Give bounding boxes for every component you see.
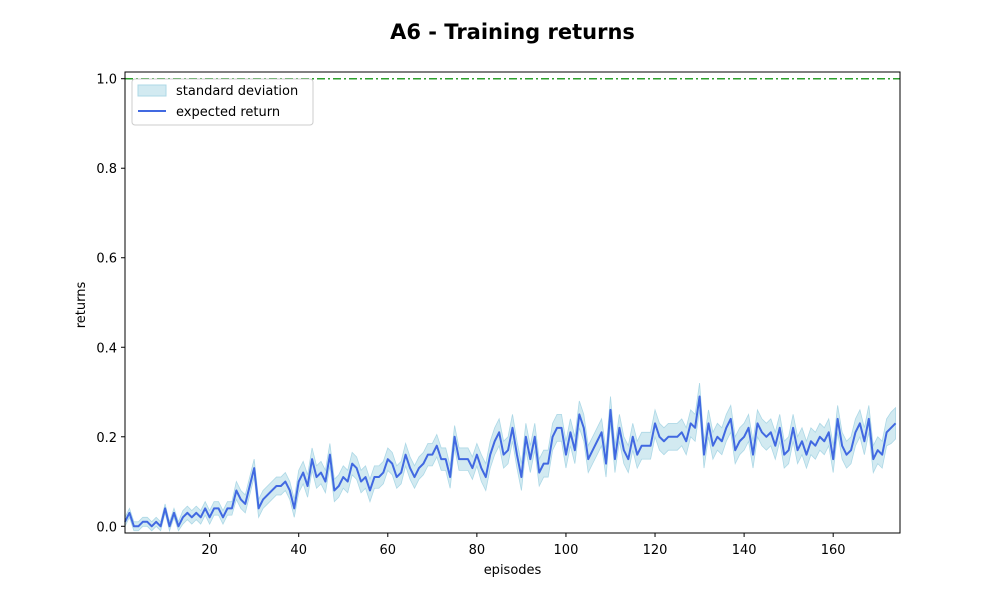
expected-return-line — [124, 395, 897, 528]
x-tick-label: 140 — [732, 543, 757, 558]
y-tick-label: 0.8 — [96, 162, 117, 177]
std-deviation-band — [124, 383, 896, 533]
x-tick-label: 120 — [643, 543, 668, 558]
y-tick-label: 1.0 — [96, 73, 117, 88]
legend-std-swatch — [137, 84, 167, 97]
x-tick-label: 100 — [554, 543, 579, 558]
y-tick-label: 0.6 — [96, 252, 117, 267]
legend-box — [131, 78, 314, 126]
y-tick-label: 0.0 — [96, 520, 117, 535]
x-tick-label: 20 — [201, 543, 218, 558]
x-tick-label: 40 — [290, 543, 307, 558]
legend-std-label: standard deviation — [176, 84, 298, 99]
plot-layer — [124, 77, 900, 533]
x-tick-label: 80 — [469, 543, 486, 558]
y-axis-label: returns — [74, 282, 89, 329]
legend-return-label: expected return — [176, 105, 280, 120]
y-tick-label: 0.2 — [96, 431, 117, 446]
chart-title: A6 - Training returns — [390, 20, 635, 44]
legend: standard deviation expected return — [131, 78, 314, 126]
plot-frame — [124, 71, 901, 534]
x-axis-label: episodes — [484, 563, 542, 578]
axis-ticks: 20 40 60 80 100 120 140 160 0.0 0.2 0.4 0.6 0.8 1.0 — [96, 73, 845, 558]
y-tick-label: 0.4 — [96, 341, 117, 356]
x-tick-label: 160 — [821, 543, 846, 558]
x-tick-label: 60 — [380, 543, 397, 558]
